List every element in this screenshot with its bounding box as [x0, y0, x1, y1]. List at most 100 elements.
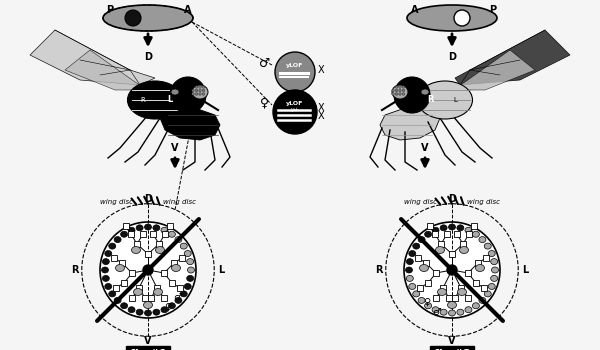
Ellipse shape [476, 265, 485, 272]
Circle shape [398, 89, 401, 92]
Text: D: D [144, 52, 152, 62]
Text: R: R [71, 265, 79, 275]
Circle shape [402, 89, 405, 92]
Bar [432, 231, 438, 237]
Ellipse shape [425, 303, 431, 309]
Bar [123, 223, 129, 229]
Ellipse shape [133, 288, 143, 295]
Bar [156, 241, 162, 247]
Ellipse shape [175, 237, 182, 243]
Ellipse shape [491, 275, 497, 281]
Circle shape [195, 86, 198, 88]
Text: R: R [375, 265, 383, 275]
Ellipse shape [465, 307, 472, 313]
Bar [134, 241, 140, 247]
Ellipse shape [105, 284, 112, 289]
Circle shape [398, 93, 401, 95]
Text: fly #1: fly #1 [130, 349, 167, 350]
Text: L: L [167, 96, 173, 105]
Ellipse shape [175, 298, 182, 303]
Ellipse shape [413, 243, 420, 249]
Bar [113, 285, 119, 291]
Ellipse shape [103, 259, 109, 265]
Ellipse shape [121, 303, 128, 309]
Bar [129, 270, 135, 276]
Ellipse shape [491, 259, 497, 265]
Ellipse shape [145, 224, 151, 230]
Ellipse shape [472, 303, 479, 309]
Bar [415, 255, 421, 261]
Text: X: X [318, 111, 325, 121]
Bar [417, 285, 423, 291]
Ellipse shape [154, 288, 163, 295]
Ellipse shape [192, 85, 208, 99]
Bar [425, 280, 431, 286]
Ellipse shape [115, 265, 125, 272]
Circle shape [404, 222, 500, 318]
Text: V: V [144, 336, 152, 346]
Circle shape [199, 89, 202, 92]
Ellipse shape [484, 291, 491, 297]
Ellipse shape [128, 307, 135, 313]
Ellipse shape [436, 246, 445, 253]
Bar [111, 255, 117, 261]
Ellipse shape [187, 267, 194, 273]
Circle shape [199, 93, 202, 95]
Text: yLOF: yLOF [286, 102, 304, 106]
Ellipse shape [180, 291, 187, 297]
Circle shape [202, 93, 205, 95]
Bar [119, 260, 125, 266]
Ellipse shape [121, 231, 128, 237]
Text: V: V [421, 143, 429, 153]
Polygon shape [380, 105, 440, 140]
Circle shape [394, 77, 430, 113]
Ellipse shape [136, 309, 143, 315]
Text: L: L [218, 265, 224, 275]
Ellipse shape [406, 259, 413, 265]
Ellipse shape [419, 265, 428, 272]
Ellipse shape [440, 309, 447, 315]
Text: D: D [144, 194, 152, 204]
Text: A: A [184, 5, 192, 15]
Circle shape [143, 265, 153, 275]
Text: A: A [411, 5, 419, 15]
Bar [129, 295, 135, 301]
Bar [142, 295, 148, 301]
Ellipse shape [406, 275, 413, 281]
Bar [481, 285, 487, 291]
Ellipse shape [180, 243, 187, 249]
Bar [473, 280, 479, 286]
Ellipse shape [103, 275, 109, 281]
Bar [167, 223, 173, 229]
Bar [427, 223, 433, 229]
Ellipse shape [425, 231, 431, 237]
Ellipse shape [136, 225, 143, 231]
Circle shape [454, 10, 470, 26]
Bar [161, 295, 167, 301]
Circle shape [398, 86, 401, 88]
Bar [465, 295, 471, 301]
Text: X: X [318, 103, 325, 113]
Circle shape [125, 10, 141, 26]
Circle shape [392, 89, 394, 92]
Text: L: L [522, 265, 529, 275]
Ellipse shape [479, 298, 486, 303]
Text: L: L [453, 97, 457, 103]
Text: ♂: ♂ [259, 56, 271, 70]
Ellipse shape [407, 5, 497, 31]
Bar [483, 255, 489, 261]
Text: R: R [140, 97, 145, 103]
Text: D: D [448, 194, 456, 204]
Ellipse shape [114, 298, 121, 303]
Bar [154, 285, 160, 291]
Bar [460, 241, 466, 247]
Ellipse shape [155, 246, 164, 253]
Ellipse shape [457, 309, 464, 315]
Circle shape [192, 89, 194, 92]
Circle shape [395, 89, 398, 92]
Text: P: P [106, 5, 113, 15]
Ellipse shape [457, 225, 464, 231]
Ellipse shape [421, 89, 429, 95]
Bar [177, 285, 183, 291]
Ellipse shape [187, 275, 194, 281]
